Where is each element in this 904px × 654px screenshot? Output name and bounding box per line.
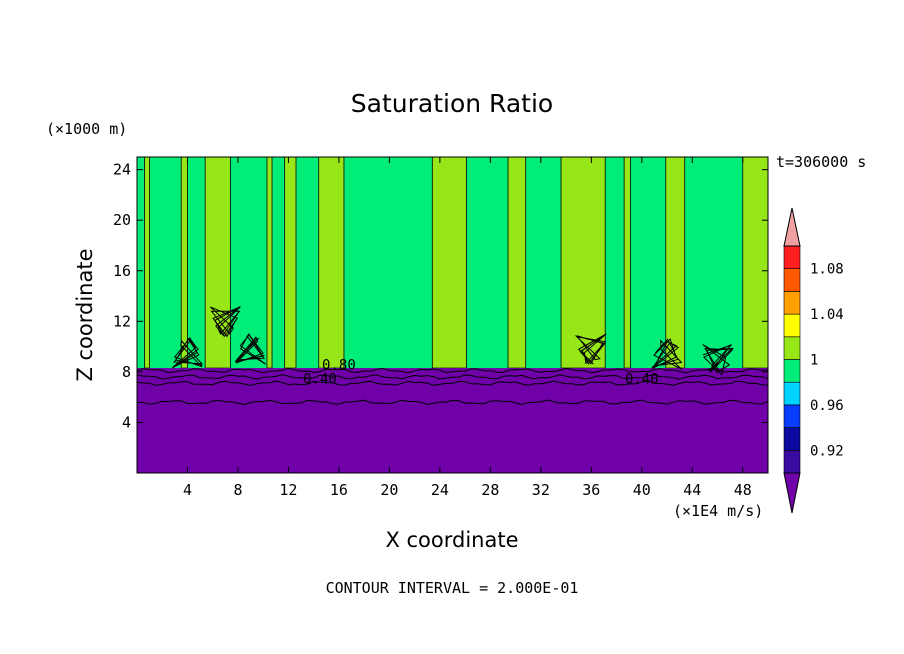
y-tick-label-8: 8 (122, 363, 131, 381)
colorbar-under-arrow (783, 472, 801, 514)
noise-cluster-1 (210, 305, 241, 338)
supersaturated-band-8 (560, 157, 606, 369)
y-axis-label: Z coordinate (73, 248, 97, 381)
colorbar-segment-9 (783, 245, 801, 270)
supersaturated-band-4 (284, 157, 297, 369)
supersaturated-band-10 (665, 157, 686, 369)
contour-line-2 (137, 380, 768, 387)
supersaturated-band-6 (431, 157, 467, 369)
y-axis-ticks: 4 8 12 16 20 24 (113, 161, 768, 431)
contour-line-1 (137, 374, 768, 380)
contour-line-0 (137, 367, 768, 374)
y-tick-label-20: 20 (113, 211, 131, 229)
colorbar-segment-2 (783, 404, 801, 428)
y-tick-label-4: 4 (122, 413, 131, 431)
plot-area (137, 157, 768, 473)
x-tick-label-36: 36 (582, 481, 600, 499)
x-axis-ticks: 4 8 12 16 20 24 28 32 36 40 44 48 (183, 157, 752, 499)
contour-label-2: 0.40 (625, 371, 659, 387)
x-tick-label-24: 24 (431, 481, 449, 499)
noise-cluster-3 (574, 333, 607, 365)
x-tick-label-48: 48 (734, 481, 752, 499)
supersaturated-band-7 (507, 157, 527, 369)
x-tick-label-44: 44 (683, 481, 701, 499)
colorbar-segment-6 (783, 313, 801, 338)
colorbar-segment-7 (783, 291, 801, 315)
contour-label-1: 0.40 (303, 371, 337, 387)
supersaturated-band-5 (318, 157, 345, 369)
colorbar-tick-label-2: 1 (810, 353, 818, 369)
x-tick-label-28: 28 (481, 481, 499, 499)
x-tick-label-40: 40 (633, 481, 651, 499)
plot-frame (136, 156, 769, 474)
y-unit-label: (×1000 m) (46, 120, 127, 138)
x-unit-label: (×1E4 m/s) (673, 502, 763, 520)
supersaturated-band-3 (266, 157, 273, 369)
contour-label-0: 0.80 (322, 357, 356, 373)
colorbar-tick-label-1: 0.96 (810, 398, 844, 414)
supersaturated-band-1 (180, 157, 188, 369)
colorbar-segment-5 (783, 336, 801, 360)
colorbar: 0.92 0.96 1 1.04 1.08 (783, 207, 844, 514)
noise-cluster-4 (651, 338, 683, 370)
colorbar-tick-label-3: 1.04 (810, 307, 844, 323)
y-tick-label-12: 12 (113, 312, 131, 330)
supersaturated-band-11 (742, 157, 768, 369)
supersaturated-band-0 (144, 157, 151, 369)
colorbar-segment-0 (783, 449, 801, 474)
chart-title: Saturation Ratio (351, 89, 553, 118)
colorbar-segment-3 (783, 381, 801, 406)
x-tick-label-12: 12 (279, 481, 297, 499)
time-label: t=306000 s (776, 153, 866, 171)
noise-cluster-2 (234, 333, 266, 365)
x-tick-label-20: 20 (380, 481, 398, 499)
colorbar-segment-4 (783, 359, 801, 383)
noise-cluster-5 (702, 344, 734, 376)
contour-labels: 0.800.40 0.40 (303, 357, 659, 387)
contour-interval-footer: CONTOUR INTERVAL = 2.000E-01 (326, 579, 579, 597)
colorbar-tick-label-0: 0.92 (810, 443, 844, 459)
x-axis-label: X coordinate (385, 528, 518, 552)
x-tick-label-4: 4 (183, 481, 192, 499)
x-tick-label-16: 16 (330, 481, 348, 499)
x-tick-label-8: 8 (233, 481, 242, 499)
noise-cluster-0 (172, 336, 203, 369)
x-tick-label-32: 32 (532, 481, 550, 499)
colorbar-over-arrow (783, 207, 801, 247)
contour-line-3 (137, 399, 768, 406)
y-tick-label-16: 16 (113, 262, 131, 280)
colorbar-segment-1 (783, 427, 801, 451)
colorbar-tick-label-4: 1.08 (810, 262, 844, 278)
y-tick-label-24: 24 (113, 161, 131, 179)
lower-dry-layer (137, 368, 768, 473)
supersaturated-band-9 (623, 157, 631, 369)
colorbar-segment-8 (783, 268, 801, 292)
